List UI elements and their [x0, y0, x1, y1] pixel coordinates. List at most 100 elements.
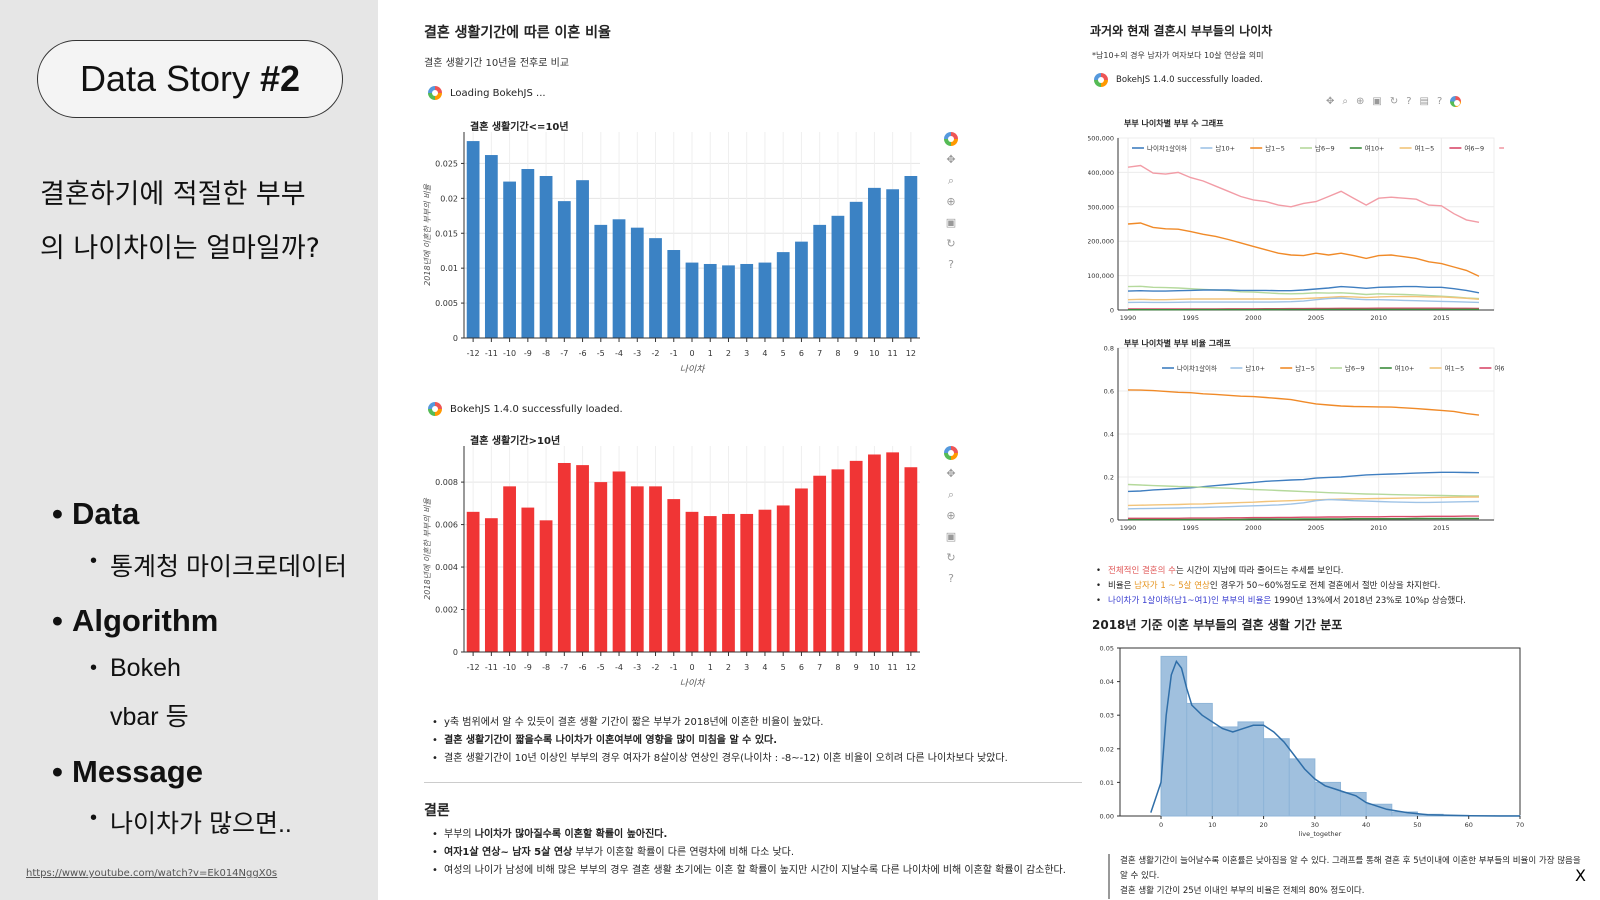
legend-label: 남1~5 — [1295, 364, 1315, 373]
help-icon[interactable]: ? — [948, 572, 954, 585]
help-icon[interactable]: ? — [948, 258, 954, 271]
wheel-zoom-icon[interactable]: ⊕ — [946, 195, 956, 208]
series-line — [1127, 164, 1480, 223]
bar — [466, 511, 480, 652]
histogram-bar — [1237, 721, 1265, 817]
x-tick-label: 11 — [888, 349, 898, 358]
legend-label: 여1~5 — [1445, 364, 1465, 373]
bokeh-logo-icon — [428, 402, 442, 416]
bullet-algorithm-sub-2: vbar 등 — [110, 703, 189, 731]
y-tick-label: 0.6 — [1104, 388, 1114, 396]
left-panel: Data Story #2 결혼하기에 적절한 부부 의 나이차이는 얼마일까?… — [0, 0, 378, 900]
legend-label: 나이차1살이하 — [1147, 144, 1187, 153]
y-tick-label: 0.015 — [435, 229, 458, 238]
x-tick-label: -1 — [670, 349, 678, 358]
y-tick-label: 0.04 — [1100, 678, 1114, 686]
conclusion-3: 여성의 나이가 남성에 비해 많은 부부의 경우 결혼 생활 초기에는 이혼 할… — [430, 862, 1090, 880]
pan-icon[interactable]: ✥ — [946, 153, 956, 166]
chart1-title: 결혼 생활기간<=10년 — [470, 122, 569, 133]
middle-title: 결혼 생활기간에 따른 이혼 비율 — [424, 25, 611, 41]
bar — [612, 471, 626, 652]
bar — [776, 252, 790, 338]
bar — [886, 189, 900, 338]
legend-label: 여1~5 — [1415, 144, 1435, 153]
box-zoom-icon[interactable]: ⌕ — [947, 174, 955, 187]
x-tick-label: -7 — [560, 349, 568, 358]
close-icon[interactable]: X — [1575, 866, 1586, 885]
box-zoom-icon[interactable]: ⌕ — [947, 488, 955, 501]
reset-icon[interactable]: ↻ — [1389, 96, 1399, 107]
story-question: 결혼하기에 적절한 부부 의 나이차이는 얼마일까? — [40, 168, 360, 276]
wheel-zoom-icon[interactable]: ⊕ — [1356, 96, 1365, 107]
x-tick-label: -11 — [485, 349, 498, 358]
y-axis-label: 2018년에 이혼한 부부의 비율 — [423, 498, 432, 600]
x-tick-label: -10 — [503, 663, 516, 672]
reset-icon[interactable]: ↻ — [946, 551, 956, 564]
x-tick-label: 2 — [726, 349, 731, 358]
bar — [703, 516, 717, 652]
bar — [576, 465, 589, 652]
bar — [831, 469, 845, 652]
y-tick-label: 0 — [1110, 307, 1114, 315]
y-tick-label: 0 — [1110, 517, 1114, 525]
title-pill: Data Story #2 — [37, 40, 343, 118]
kde-line — [1150, 659, 1520, 817]
reset-icon[interactable]: ↻ — [946, 237, 956, 250]
right-notes: 전체적인 결혼의 수는 시간이 지남에 따라 줄어드는 추세를 보인다. 비율은… — [1094, 564, 1594, 609]
series-line — [1127, 471, 1480, 493]
y-tick-label: 0.2 — [1104, 474, 1114, 482]
x-tick-label: -8 — [542, 663, 550, 672]
y-tick-label: 0.02 — [440, 194, 458, 203]
conclusion-1: 부부의 나이차가 많아질수록 이혼할 확률이 높아진다. — [430, 826, 1090, 844]
bar — [740, 263, 754, 338]
x-tick-label: 11 — [888, 663, 898, 672]
distribution-note-1: 결혼 생활기간이 늘어날수록 이혼률은 낮아짐을 알 수 있다. 그래프를 통해… — [1120, 856, 1581, 881]
save-icon[interactable]: ▣ — [945, 530, 957, 543]
bokeh-toolbar-logo-icon[interactable] — [1450, 96, 1462, 107]
box-zoom-icon[interactable]: ⌕ — [1342, 96, 1348, 107]
chart2-toolbar: ✥ ⌕ ⊕ ▣ ↻ ? — [942, 446, 960, 586]
pan-icon[interactable]: ✥ — [1326, 96, 1335, 107]
bokeh-toolbar-logo-icon[interactable] — [944, 446, 958, 460]
save-icon[interactable]: ▣ — [945, 216, 957, 229]
bar — [539, 520, 553, 652]
bokeh-loading-row: Loading BokehJS ... — [428, 86, 546, 100]
youtube-link[interactable]: https://www.youtube.com/watch?v=Ek014Ngg… — [26, 868, 278, 879]
x-tick-label: 8 — [835, 349, 840, 358]
x-tick-label: -5 — [597, 349, 605, 358]
help-icon[interactable]: ? — [1406, 96, 1412, 107]
bar — [503, 486, 516, 652]
bokeh-toolbar-logo-icon[interactable] — [944, 132, 958, 146]
pan-icon[interactable]: ✥ — [946, 467, 956, 480]
x-tick-label: 2 — [726, 663, 731, 672]
x-tick-label: 3 — [744, 349, 749, 358]
wheel-zoom-icon[interactable]: ⊕ — [946, 509, 956, 522]
x-tick-label: 20 — [1259, 821, 1267, 829]
x-tick-label: 2010 — [1370, 314, 1387, 322]
x-axis-label: 나이차 — [680, 364, 707, 375]
bar — [630, 486, 644, 652]
save-icon[interactable]: ▣ — [1372, 96, 1382, 107]
help-icon-2[interactable]: ? — [1437, 96, 1443, 107]
bar — [813, 224, 827, 338]
x-tick-label: 5 — [781, 663, 786, 672]
bar — [904, 467, 918, 652]
x-tick-label: 10 — [869, 663, 879, 672]
y-tick-label: 0 — [453, 334, 458, 343]
x-tick-label: 1990 — [1120, 314, 1137, 322]
x-tick-label: 7 — [817, 349, 822, 358]
conclusion-list: 부부의 나이차가 많아질수록 이혼할 확률이 높아진다. 여자1살 연상~ 남자… — [430, 826, 1090, 880]
bar — [594, 224, 608, 338]
bar — [886, 452, 900, 652]
hover-icon[interactable]: ▤ — [1419, 96, 1429, 107]
bokeh-loaded-text: BokehJS 1.4.0 successfully loaded. — [450, 403, 623, 415]
x-tick-label: 30 — [1311, 821, 1319, 829]
bar — [667, 499, 681, 652]
bar — [758, 509, 772, 652]
y-tick-label: 0.05 — [1100, 645, 1114, 653]
x-tick-label: 2015 — [1433, 314, 1450, 322]
bar — [740, 513, 754, 652]
y-tick-label: 500,000 — [1088, 135, 1114, 143]
bar — [557, 462, 571, 652]
